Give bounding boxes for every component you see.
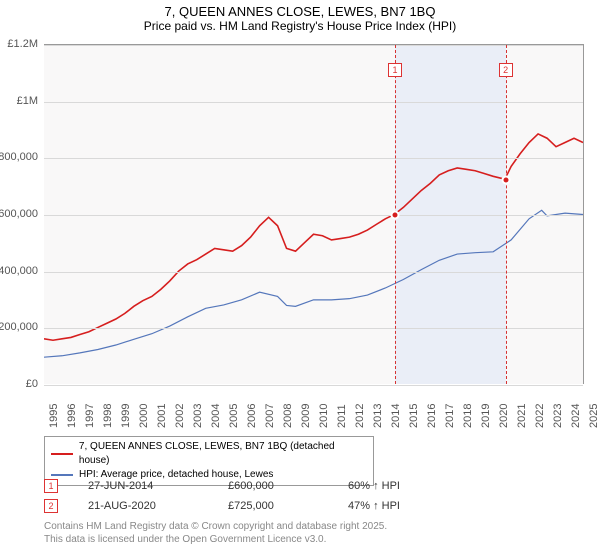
plot-area: 12 xyxy=(44,44,584,384)
event-marker-box: 1 xyxy=(388,63,402,77)
legend-swatch xyxy=(51,453,73,455)
x-tick-label: 2007 xyxy=(264,404,276,428)
sale-date: 27-JUN-2014 xyxy=(88,480,198,492)
x-tick-label: 2018 xyxy=(462,404,474,428)
x-tick-label: 1999 xyxy=(120,404,132,428)
footer-line2: This data is licensed under the Open Gov… xyxy=(44,533,387,546)
x-tick-label: 1997 xyxy=(84,404,96,428)
sale-delta: 60% ↑ HPI xyxy=(348,480,400,492)
x-tick-label: 2015 xyxy=(408,404,420,428)
x-tick-label: 2005 xyxy=(228,404,240,428)
x-tick-label: 2021 xyxy=(516,404,528,428)
y-tick-label: £600,000 xyxy=(0,208,38,220)
x-tick-label: 1995 xyxy=(48,404,60,428)
x-tick-label: 2008 xyxy=(282,404,294,428)
sale-price: £600,000 xyxy=(228,480,318,492)
x-tick-label: 2012 xyxy=(354,404,366,428)
y-tick-label: £1M xyxy=(17,95,38,107)
x-tick-label: 2006 xyxy=(246,404,258,428)
event-marker-box: 2 xyxy=(499,63,513,77)
sale-point-marker xyxy=(391,211,400,220)
sale-row: 1 27-JUN-2014 £600,000 60% ↑ HPI xyxy=(44,476,400,496)
x-tick-label: 2004 xyxy=(210,404,222,428)
sale-point-marker xyxy=(501,175,510,184)
x-tick-label: 2009 xyxy=(300,404,312,428)
x-tick-label: 2011 xyxy=(336,404,348,428)
y-tick-label: £400,000 xyxy=(0,265,38,277)
title-block: 7, QUEEN ANNES CLOSE, LEWES, BN7 1BQ Pri… xyxy=(0,0,600,35)
x-tick-label: 2016 xyxy=(426,404,438,428)
x-tick-label: 2000 xyxy=(138,404,150,428)
x-tick-label: 2022 xyxy=(534,404,546,428)
x-tick-label: 2013 xyxy=(372,404,384,428)
x-tick-label: 2019 xyxy=(480,404,492,428)
gridline-h xyxy=(44,215,583,216)
sale-row: 2 21-AUG-2020 £725,000 47% ↑ HPI xyxy=(44,496,400,516)
footer-attribution: Contains HM Land Registry data © Crown c… xyxy=(44,520,387,546)
title-subtitle: Price paid vs. HM Land Registry's House … xyxy=(0,19,600,33)
event-vline xyxy=(506,45,507,384)
y-tick-label: £0 xyxy=(26,378,38,390)
legend-row: 7, QUEEN ANNES CLOSE, LEWES, BN7 1BQ (de… xyxy=(51,440,367,468)
gridline-h xyxy=(44,328,583,329)
series-price_paid xyxy=(44,134,583,340)
chart-container: 7, QUEEN ANNES CLOSE, LEWES, BN7 1BQ Pri… xyxy=(0,0,600,560)
x-tick-label: 2003 xyxy=(192,404,204,428)
title-address: 7, QUEEN ANNES CLOSE, LEWES, BN7 1BQ xyxy=(0,4,600,19)
sale-date: 21-AUG-2020 xyxy=(88,500,198,512)
y-tick-label: £200,000 xyxy=(0,321,38,333)
footer-line1: Contains HM Land Registry data © Crown c… xyxy=(44,520,387,533)
x-tick-label: 2024 xyxy=(570,404,582,428)
x-tick-label: 2025 xyxy=(588,404,600,428)
x-tick-label: 2002 xyxy=(174,404,186,428)
sale-marker-box: 2 xyxy=(44,499,58,513)
y-tick-label: £1.2M xyxy=(7,38,38,50)
sales-rows: 1 27-JUN-2014 £600,000 60% ↑ HPI 2 21-AUG-202… xyxy=(44,476,400,516)
gridline-h xyxy=(44,272,583,273)
gridline-h xyxy=(44,102,583,103)
gridline-h xyxy=(44,385,583,386)
gridline-h xyxy=(44,45,583,46)
x-tick-label: 1998 xyxy=(102,404,114,428)
gridline-h xyxy=(44,158,583,159)
sale-price: £725,000 xyxy=(228,500,318,512)
y-tick-label: £800,000 xyxy=(0,151,38,163)
x-tick-label: 2023 xyxy=(552,404,564,428)
sale-marker-box: 1 xyxy=(44,479,58,493)
x-tick-label: 2017 xyxy=(444,404,456,428)
sale-delta: 47% ↑ HPI xyxy=(348,500,400,512)
x-tick-label: 2020 xyxy=(498,404,510,428)
x-tick-label: 2014 xyxy=(390,404,402,428)
y-axis-labels: £0£200,000£400,000£600,000£800,000£1M£1.… xyxy=(0,44,42,384)
x-tick-label: 2010 xyxy=(318,404,330,428)
x-tick-label: 1996 xyxy=(66,404,78,428)
series-hpi xyxy=(44,210,583,357)
x-tick-label: 2001 xyxy=(156,404,168,428)
legend-label: 7, QUEEN ANNES CLOSE, LEWES, BN7 1BQ (de… xyxy=(79,440,367,468)
